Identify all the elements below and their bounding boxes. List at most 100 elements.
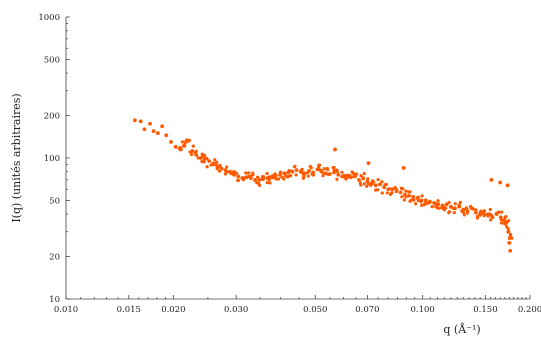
data-point <box>471 207 476 211</box>
data-point <box>267 177 271 182</box>
data-point <box>333 147 337 152</box>
data-point <box>306 174 310 178</box>
data-point <box>490 213 494 218</box>
data-point <box>402 198 406 202</box>
data-point <box>142 127 147 132</box>
data-point <box>189 152 194 157</box>
data-point <box>271 176 276 180</box>
data-point <box>202 156 207 160</box>
data-point <box>380 180 384 184</box>
data-point <box>260 177 264 181</box>
data-point <box>361 177 365 181</box>
data-point <box>302 174 306 178</box>
data-point <box>290 169 294 173</box>
data-point <box>173 144 178 149</box>
data-point <box>436 206 441 210</box>
data-point <box>265 171 269 176</box>
data-point <box>376 188 380 192</box>
data-point <box>282 177 286 181</box>
data-point <box>207 159 212 164</box>
data-point <box>404 189 408 193</box>
data-point <box>196 156 200 160</box>
data-point <box>183 144 187 148</box>
data-point <box>489 218 493 222</box>
data-point <box>215 160 219 164</box>
data-point <box>322 167 326 171</box>
data-point <box>185 138 189 142</box>
data-point <box>410 198 414 202</box>
data-point <box>265 180 269 185</box>
data-point <box>384 182 388 187</box>
data-point <box>213 158 217 162</box>
data-point <box>205 165 209 169</box>
data-point <box>488 207 492 212</box>
data-point <box>414 202 418 206</box>
data-point <box>451 206 456 211</box>
y-tick-label: 500 <box>44 55 60 65</box>
data-point <box>362 182 366 186</box>
data-point <box>317 163 321 168</box>
data-point <box>436 202 441 207</box>
data-point <box>503 216 507 220</box>
data-point <box>366 177 370 181</box>
data-point <box>219 166 224 171</box>
x-tick-label: 0.010 <box>54 305 78 315</box>
data-point <box>416 198 420 203</box>
data-point <box>335 170 339 174</box>
data-point <box>155 131 160 136</box>
data-point <box>401 166 406 170</box>
data-point <box>473 210 478 215</box>
data-point <box>268 181 272 185</box>
data-point <box>344 177 348 181</box>
data-point <box>474 208 478 212</box>
data-point <box>416 195 421 199</box>
data-point <box>164 133 169 138</box>
data-point <box>132 118 137 123</box>
data-point <box>388 187 392 191</box>
data-point <box>225 165 229 169</box>
data-point <box>169 140 173 144</box>
data-point <box>499 217 503 222</box>
data-point <box>461 210 465 214</box>
data-point <box>353 174 357 179</box>
data-point <box>224 170 229 174</box>
data-point <box>247 174 251 179</box>
data-point <box>311 173 316 177</box>
data-point <box>261 175 266 179</box>
data-point <box>376 178 380 182</box>
data-point <box>332 168 336 172</box>
data-point <box>322 171 326 176</box>
data-point <box>257 177 262 182</box>
data-point <box>277 177 281 181</box>
data-point <box>236 174 241 179</box>
data-point <box>478 213 482 217</box>
y-tick-label: 20 <box>49 253 60 263</box>
data-point <box>465 211 469 215</box>
data-point <box>430 205 434 209</box>
data-point <box>267 175 271 179</box>
data-point <box>211 161 215 165</box>
x-tick-label: 0.020 <box>161 305 185 315</box>
data-point <box>420 194 424 198</box>
data-point <box>256 175 260 179</box>
data-point <box>496 210 500 214</box>
data-point <box>217 169 222 173</box>
data-point <box>422 203 426 207</box>
data-point <box>244 171 248 175</box>
data-point <box>253 178 257 183</box>
data-point <box>380 191 384 195</box>
x-tick-label: 0.100 <box>410 305 434 315</box>
data-point <box>404 195 408 199</box>
data-point <box>498 180 503 185</box>
data-point <box>362 171 366 176</box>
data-point <box>215 163 219 168</box>
data-point <box>398 190 403 195</box>
data-point <box>506 219 511 223</box>
data-point <box>202 160 206 164</box>
axes: 0.010 0.015 0.020 0.030 0.050 0.070 0.100 0.150… <box>38 13 541 315</box>
data-point <box>203 153 207 157</box>
data-point <box>400 195 404 199</box>
data-point <box>294 173 298 177</box>
data-point <box>499 221 503 225</box>
data-point <box>180 140 184 144</box>
